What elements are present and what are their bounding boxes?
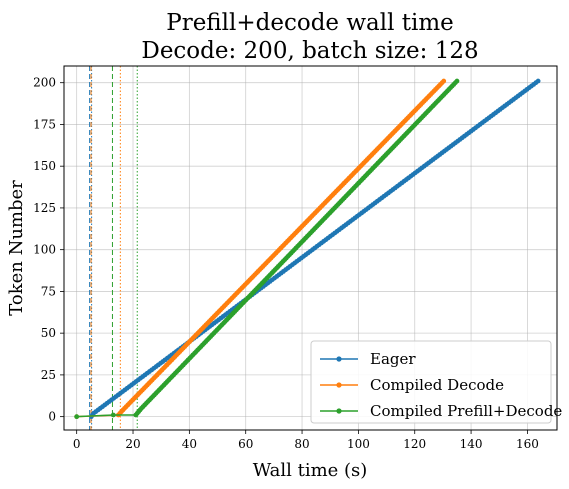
x-tick-label: 0 [73, 437, 81, 451]
legend-label: Compiled Decode [370, 376, 504, 394]
legend-box [310, 340, 552, 424]
legend-swatch-marker [336, 356, 342, 362]
plot-frame [63, 65, 558, 431]
chart-subtitle: Decode: 200, batch size: 128 [141, 38, 478, 64]
x-tick-label: 40 [182, 437, 197, 451]
legend-label: Eager [370, 350, 416, 368]
legend-swatch-marker [336, 408, 342, 414]
y-tick-label: 200 [33, 76, 56, 90]
data-point [535, 78, 541, 84]
data-point [441, 78, 447, 84]
x-tick-label: 60 [238, 437, 253, 451]
y-tick-label: 125 [33, 201, 56, 215]
legend-item: Compiled Prefill+Decode [320, 402, 562, 420]
y-tick-label: 150 [33, 159, 56, 173]
x-tick-label: 160 [516, 437, 539, 451]
y-tick-label: 0 [48, 410, 56, 424]
series-compiled-prefill-decode [74, 78, 460, 420]
x-tick-label: 20 [125, 437, 140, 451]
data-series [74, 78, 541, 420]
legend-label: Compiled Prefill+Decode [370, 402, 562, 420]
marker-vlines [89, 66, 138, 430]
legend-swatch-marker [336, 382, 342, 388]
x-axis-label: Wall time (s) [253, 460, 368, 481]
legend-item: Eager [320, 350, 416, 368]
y-tick-label: 75 [41, 284, 56, 298]
data-point [74, 414, 80, 420]
chart-title: Prefill+decode wall time [166, 10, 454, 36]
y-tick-label: 175 [33, 117, 56, 131]
x-tick-label: 100 [347, 437, 370, 451]
data-point [110, 412, 116, 418]
data-point [454, 78, 460, 84]
axis-ticks: 0 20 40 60 80 100 120 140 160 0 25 50 75 100 125 150 175… [33, 76, 539, 451]
y-tick-label: 100 [33, 243, 56, 257]
y-tick-label: 25 [41, 368, 56, 382]
y-tick-label: 50 [41, 326, 56, 340]
legend-item: Compiled Decode [320, 376, 504, 394]
x-tick-label: 120 [403, 437, 426, 451]
y-axis-label: Token Number [6, 180, 27, 316]
x-tick-label: 140 [460, 437, 483, 451]
x-tick-label: 80 [294, 437, 309, 451]
legend: Eager Compiled Decode Compiled Prefill+Dec… [310, 340, 562, 424]
